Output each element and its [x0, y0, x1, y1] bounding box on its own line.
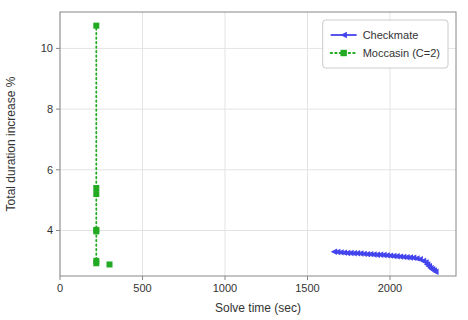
x-tick-label: 1500	[295, 282, 319, 294]
axes: 0 500 1000 1500 2000 4 6 8 10	[41, 12, 456, 294]
y-grid-line	[60, 230, 456, 231]
grid	[60, 12, 456, 276]
legend-item: Checkmate	[331, 29, 419, 41]
point	[432, 269, 438, 275]
plot-frame	[60, 12, 456, 276]
y-tick-label: 10	[41, 42, 53, 54]
plot-background	[60, 12, 456, 276]
x-tick	[307, 276, 308, 280]
y-tick	[56, 109, 60, 110]
x-tick-label: 0	[57, 282, 63, 294]
x-tick	[225, 276, 226, 280]
x-tick	[60, 276, 61, 280]
x-tick-label: 500	[133, 282, 151, 294]
y-tick-label: 8	[47, 103, 53, 115]
y-tick-label: 4	[47, 224, 53, 236]
x-axis-label: Solve time (sec)	[215, 301, 301, 315]
point	[93, 185, 99, 191]
y-tick-label: 6	[47, 164, 53, 176]
y-grid-line	[60, 169, 456, 170]
x-tick	[390, 276, 391, 280]
x-tick	[142, 276, 143, 280]
y-axis-label: Total duration increase %	[4, 76, 18, 211]
chart: 0 500 1000 1500 2000 4 6 8 10 Solve time (sec) Tot…	[0, 0, 468, 320]
x-tick-label: 2000	[378, 282, 402, 294]
legend-label: Moccasin (C=2)	[363, 47, 440, 59]
x-grid-line	[225, 12, 226, 276]
legend: Checkmate Moccasin (C=2)	[323, 20, 448, 68]
legend-item: Moccasin (C=2)	[331, 47, 440, 59]
y-grid-line	[60, 109, 456, 110]
x-tick-label: 1000	[213, 282, 237, 294]
y-tick	[56, 169, 60, 170]
point	[93, 23, 99, 29]
legend-label: Checkmate	[363, 29, 419, 41]
legend-marker	[340, 32, 346, 38]
legend-box	[323, 20, 448, 68]
page: {"chart_data": {"type": "line", "xlabel"…	[0, 0, 468, 320]
x-grid-line	[142, 12, 143, 276]
y-tick	[56, 230, 60, 231]
point	[93, 191, 99, 197]
legend-marker	[340, 50, 346, 56]
point	[107, 261, 113, 267]
point	[93, 260, 99, 266]
y-tick	[56, 48, 60, 49]
point	[93, 228, 99, 234]
x-grid-line	[307, 12, 308, 276]
